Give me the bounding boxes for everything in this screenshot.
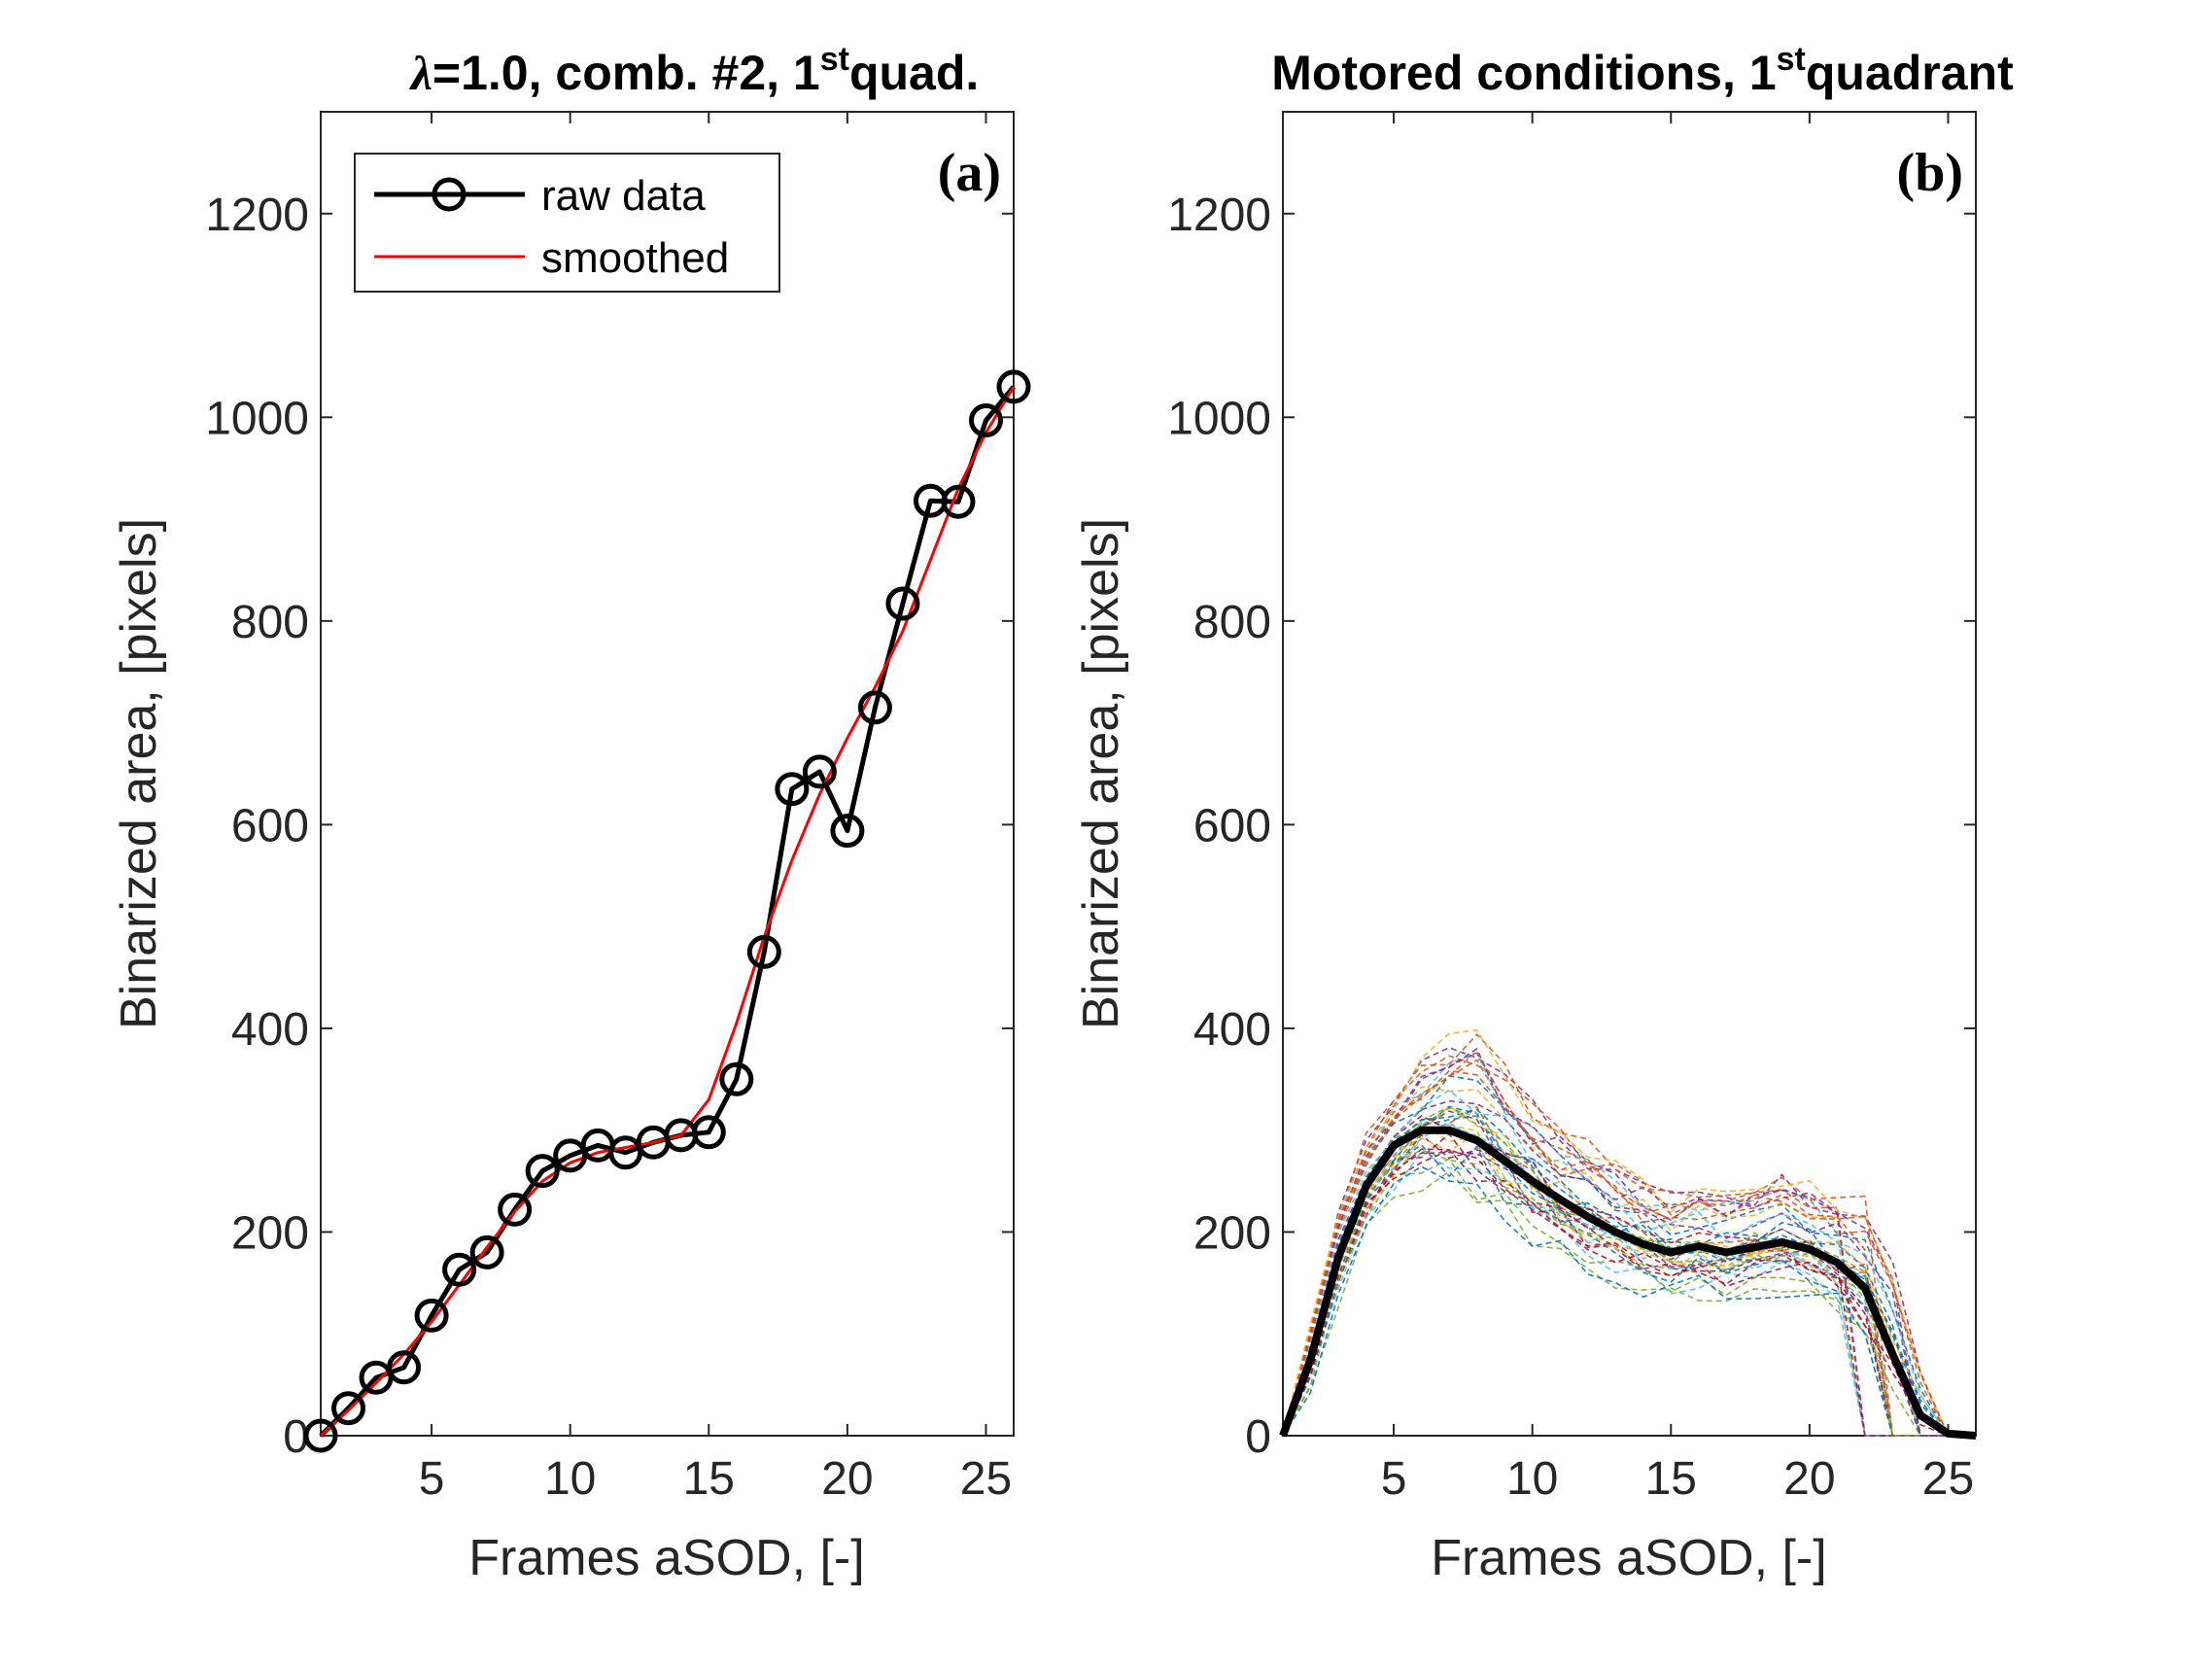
raw-data-point xyxy=(719,1061,754,1096)
raw-data-point xyxy=(303,1418,338,1453)
panel-a-x-axis-label: Frames aSOD, [-] xyxy=(468,1530,864,1586)
x-tick-label: 5 xyxy=(419,1453,445,1505)
panel-b-y-tick-labels: 0 200 400 600 800 1000 1200 xyxy=(1167,190,1271,1463)
legend-box xyxy=(354,153,780,293)
cycle-line xyxy=(1282,1059,1976,1437)
panel-b-y-axis-label: Binarized area, [pixels] xyxy=(1073,518,1129,1029)
cycle-line xyxy=(1282,1148,1976,1437)
panel-a: λ=1.0, comb. #2, 1stquad. 5 10 15 20 25 0200… xyxy=(111,41,1031,1586)
panel-a-title-sup: st xyxy=(820,41,849,78)
cycle-line xyxy=(1282,1105,1976,1437)
x-tick-label: 15 xyxy=(1645,1453,1697,1505)
x-tick-label: 20 xyxy=(1783,1453,1835,1505)
x-tick-label: 15 xyxy=(683,1453,735,1505)
cycle-line xyxy=(1282,1052,1976,1437)
y-tick-label: 400 xyxy=(1193,1004,1271,1056)
panel-a-title-lambda: λ xyxy=(409,46,432,100)
raw-data-point xyxy=(746,934,781,969)
y-tick-label: 800 xyxy=(1193,597,1271,648)
cycle-line xyxy=(1282,1033,1976,1437)
x-tick-label: 25 xyxy=(960,1453,1012,1505)
panel-a-title-tail: quad. xyxy=(849,46,979,100)
cycle-line xyxy=(1282,1099,1976,1437)
panel-a-x-tick-labels: 5 10 15 20 25 xyxy=(419,1453,1012,1505)
y-tick-label: 1000 xyxy=(205,393,309,444)
y-tick-label: 0 xyxy=(1245,1411,1271,1463)
legend-raw-data-label: raw data xyxy=(541,172,706,220)
cycle-line xyxy=(1282,1050,1976,1437)
raw-data-point xyxy=(525,1154,560,1189)
x-tick-label: 10 xyxy=(544,1453,596,1505)
panel-a-legend: raw data smoothed xyxy=(354,153,780,293)
panel-a-title: λ=1.0, comb. #2, 1stquad. xyxy=(409,41,980,100)
raw-data-point xyxy=(414,1298,449,1333)
panel-b-title-main: Motored conditions, 1 xyxy=(1271,46,1776,100)
raw-data-point xyxy=(830,814,865,849)
panel-b: Motored conditions, 1stquadrant 5 10 15 20 2… xyxy=(1073,41,2014,1586)
cycle-line xyxy=(1282,1170,1976,1437)
raw-data-point xyxy=(857,690,892,725)
y-tick-label: 1200 xyxy=(1167,190,1271,241)
y-tick-label: 200 xyxy=(1193,1207,1271,1259)
raw-data-point xyxy=(996,369,1031,404)
raw-data-point xyxy=(387,1350,422,1385)
y-tick-label: 1000 xyxy=(1167,393,1271,444)
panel-a-title-main: =1.0, comb. #2, 1 xyxy=(432,46,820,100)
panel-a-plot-frame xyxy=(320,111,1015,1437)
y-tick-label: 600 xyxy=(1193,800,1271,851)
mean-line xyxy=(1279,1126,1977,1440)
raw-data-point xyxy=(941,484,976,519)
cycle-line xyxy=(1282,1114,1976,1437)
cycle-line xyxy=(1282,1165,1976,1437)
cycle-line xyxy=(1282,1052,1976,1437)
x-tick-label: 10 xyxy=(1506,1453,1558,1505)
cycle-line xyxy=(1282,1046,1976,1437)
cycle-line xyxy=(1282,1105,1976,1437)
raw-data-point xyxy=(469,1234,504,1269)
panel-b-data xyxy=(1279,1029,1977,1440)
y-tick-label: 1200 xyxy=(205,190,309,241)
panel-b-title-tail: quadrant xyxy=(1806,46,2014,100)
raw-data-point xyxy=(968,402,1003,437)
panel-b-title: Motored conditions, 1stquadrant xyxy=(1271,41,2014,100)
cycle-line xyxy=(1282,1131,1976,1437)
legend-smoothed-label: smoothed xyxy=(541,234,729,282)
y-tick-label: 800 xyxy=(231,597,309,648)
y-tick-label: 600 xyxy=(231,800,309,851)
panel-a-y-axis-label: Binarized area, [pixels] xyxy=(111,518,167,1029)
x-tick-label: 25 xyxy=(1922,1453,1974,1505)
raw-data-point xyxy=(885,586,920,621)
y-tick-label: 400 xyxy=(231,1004,309,1056)
x-tick-label: 20 xyxy=(821,1453,873,1505)
cycle-line xyxy=(1282,1121,1976,1437)
panel-a-label: (a) xyxy=(938,143,1001,203)
raw-data-point xyxy=(802,754,837,789)
y-tick-label: 200 xyxy=(231,1207,309,1259)
panel-b-plot-frame xyxy=(1282,111,1977,1437)
panel-b-title-sup: st xyxy=(1777,41,1806,78)
panel-b-label: (b) xyxy=(1897,143,1963,203)
x-tick-label: 5 xyxy=(1381,1453,1407,1505)
panel-a-data xyxy=(303,369,1031,1453)
legend-raw-data-marker xyxy=(432,177,467,212)
panel-b-x-tick-labels: 5 10 15 20 25 xyxy=(1381,1453,1974,1505)
raw-data-point xyxy=(331,1391,366,1426)
cycle-line xyxy=(1282,1158,1976,1437)
panel-b-x-axis-label: Frames aSOD, [-] xyxy=(1431,1530,1826,1586)
raw-data-point xyxy=(442,1252,477,1287)
cycle-line xyxy=(1282,1047,1976,1437)
raw-data-point xyxy=(691,1115,726,1150)
cycle-line xyxy=(1282,1075,1976,1437)
raw-data-point xyxy=(498,1192,533,1227)
raw-data-point xyxy=(775,772,810,807)
